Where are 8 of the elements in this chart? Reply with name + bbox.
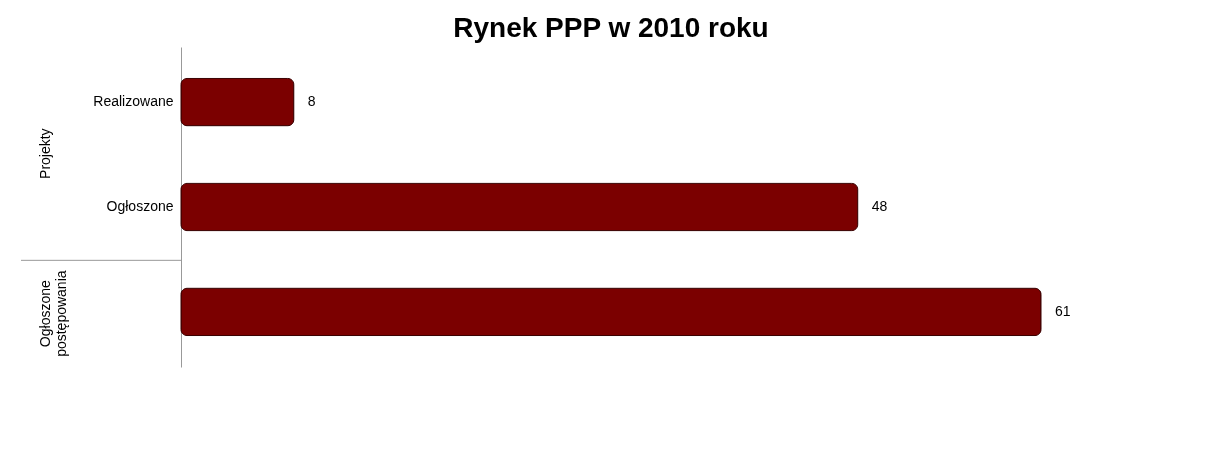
y-tick-label: Realizowane — [93, 93, 174, 110]
chart-title: Rynek PPP w 2010 roku — [453, 12, 769, 43]
y-tick-label: Ogłoszone — [106, 198, 174, 214]
data-label: 8 — [307, 93, 316, 110]
data-label: 48 — [871, 198, 888, 214]
data-label: 61 — [1055, 302, 1071, 319]
text: Projekty — [37, 128, 53, 179]
text: Ogłoszone postępowania — [37, 270, 69, 357]
